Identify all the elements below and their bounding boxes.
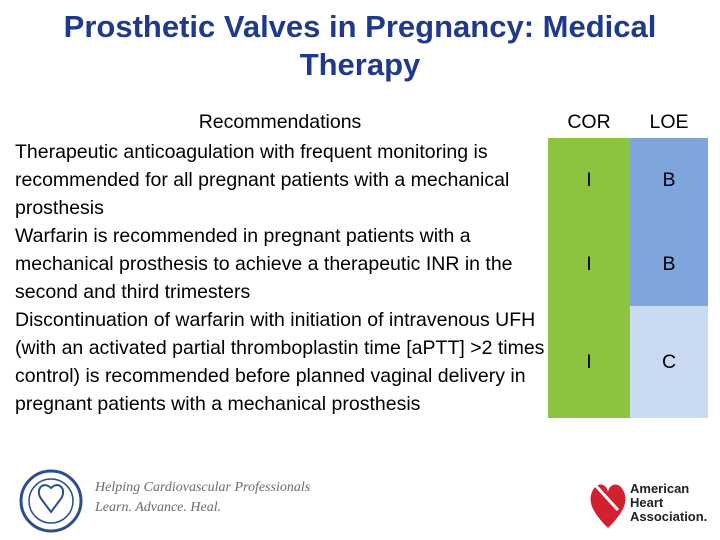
aha-logo xyxy=(590,484,626,528)
loe-cell: B xyxy=(630,138,708,222)
column-header: Recommendations xyxy=(198,111,362,133)
loe-cell: C xyxy=(630,306,708,418)
acc-logo xyxy=(19,469,83,533)
aha-line: American xyxy=(630,481,690,496)
aha-wordmark: American Heart Association. xyxy=(630,482,707,524)
table-row: Therapeutic anticoagulation with frequen… xyxy=(12,138,708,222)
recommendation-cell: Warfarin is recommended in pregnant pati… xyxy=(15,225,513,303)
acc-line: Helping Cardiovascular Professionals xyxy=(95,480,311,495)
acc-tagline: Helping Cardiovascular Professionals Lear… xyxy=(95,478,310,518)
table-row: Warfarin is recommended in pregnant pati… xyxy=(12,222,708,306)
slide-title: Prosthetic Valves in Pregnancy: Medical … xyxy=(63,9,657,82)
acc-line: Learn. Advance. Heal. xyxy=(95,500,222,515)
aha-line: Association. xyxy=(630,509,708,524)
cor-cell: I xyxy=(548,222,630,306)
recommendation-table: Recommendations COR LOE Therapeutic antico… xyxy=(12,106,708,418)
recommendation-cell: Discontinuation of warfarin with initiat… xyxy=(15,309,545,415)
cor-cell: I xyxy=(548,138,630,222)
column-header: COR xyxy=(567,111,611,133)
recommendation-cell: Therapeutic anticoagulation with frequen… xyxy=(15,141,510,219)
header-row: Recommendations COR LOE xyxy=(12,106,708,138)
loe-cell: B xyxy=(630,222,708,306)
column-header: LOE xyxy=(649,111,689,133)
cor-cell: I xyxy=(548,306,630,418)
aha-line: Heart xyxy=(630,495,664,510)
table-row: Discontinuation of warfarin with initiat… xyxy=(12,306,708,418)
